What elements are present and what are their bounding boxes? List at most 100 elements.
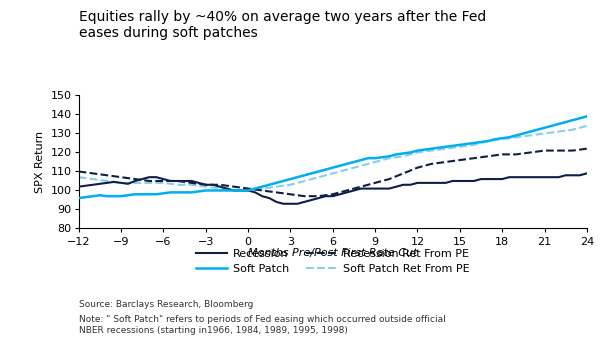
Soft Patch Ret From PE xyxy=(258,187,266,191)
Recession xyxy=(244,189,252,193)
Text: Months Pre/Post First Rate Cut: Months Pre/Post First Rate Cut xyxy=(248,248,417,258)
Recession Ret From PE xyxy=(287,192,294,196)
Soft Patch xyxy=(329,166,336,170)
Soft Patch Ret From PE xyxy=(358,164,365,168)
Recession Ret From PE xyxy=(385,177,393,181)
Line: Recession Ret From PE: Recession Ret From PE xyxy=(79,149,587,196)
Line: Soft Patch: Soft Patch xyxy=(79,116,587,198)
Soft Patch Ret From PE xyxy=(160,181,167,185)
Recession Ret From PE xyxy=(512,152,520,157)
Recession Ret From PE xyxy=(75,169,82,174)
Soft Patch Ret From PE xyxy=(202,184,209,189)
Soft Patch Ret From PE xyxy=(216,187,223,191)
Recession Ret From PE xyxy=(456,158,463,162)
Soft Patch Ret From PE xyxy=(188,183,195,187)
Recession xyxy=(75,184,82,189)
Soft Patch Ret From PE xyxy=(527,133,534,137)
Recession Ret From PE xyxy=(131,177,139,181)
Recession Ret From PE xyxy=(343,189,350,193)
Recession Ret From PE xyxy=(428,162,435,166)
Recession Ret From PE xyxy=(485,154,492,158)
Recession Ret From PE xyxy=(358,184,365,189)
Soft Patch Ret From PE xyxy=(244,189,252,193)
Soft Patch Ret From PE xyxy=(103,179,111,183)
Soft Patch xyxy=(583,114,590,118)
Soft Patch Ret From PE xyxy=(400,154,407,158)
Soft Patch Ret From PE xyxy=(512,135,520,139)
Recession Ret From PE xyxy=(583,147,590,151)
Soft Patch Ret From PE xyxy=(428,149,435,153)
Soft Patch Ret From PE xyxy=(583,124,590,128)
Soft Patch xyxy=(512,133,520,137)
Soft Patch Ret From PE xyxy=(485,139,492,143)
Text: Source: Barclays Research, Bloomberg: Source: Barclays Research, Bloomberg xyxy=(79,300,253,309)
Recession Ret From PE xyxy=(231,184,238,189)
Soft Patch Ret From PE xyxy=(456,145,463,149)
Soft Patch Ret From PE xyxy=(470,143,477,147)
Soft Patch Ret From PE xyxy=(117,181,125,185)
Recession Ret From PE xyxy=(117,175,125,179)
Soft Patch Ret From PE xyxy=(231,189,238,193)
Soft Patch Ret From PE xyxy=(146,181,153,185)
Soft Patch xyxy=(75,196,82,200)
Recession Ret From PE xyxy=(527,150,534,154)
Recession Ret From PE xyxy=(174,179,181,183)
Recession Ret From PE xyxy=(555,149,562,153)
Soft Patch xyxy=(534,128,541,132)
Recession Ret From PE xyxy=(569,149,577,153)
Soft Patch Ret From PE xyxy=(75,175,82,179)
Recession Ret From PE xyxy=(103,173,111,177)
Recession Ret From PE xyxy=(273,190,280,194)
Recession Ret From PE xyxy=(470,156,477,160)
Recession Ret From PE xyxy=(400,171,407,175)
Soft Patch Ret From PE xyxy=(329,171,336,175)
Recession xyxy=(506,175,513,179)
Soft Patch Ret From PE xyxy=(555,130,562,134)
Text: Note: " Soft Patch" refers to periods of Fed easing which occurred outside offic: Note: " Soft Patch" refers to periods of… xyxy=(79,315,445,335)
Soft Patch Ret From PE xyxy=(385,156,393,160)
Soft Patch xyxy=(499,136,506,140)
Line: Recession: Recession xyxy=(79,173,587,204)
Text: Equities rally by ~40% on average two years after the Fed
eases during soft patc: Equities rally by ~40% on average two ye… xyxy=(79,10,486,41)
Recession Ret From PE xyxy=(216,183,223,187)
Recession Ret From PE xyxy=(301,194,308,198)
Recession Ret From PE xyxy=(414,166,421,170)
Soft Patch Ret From PE xyxy=(273,184,280,189)
Soft Patch Ret From PE xyxy=(442,147,450,151)
Recession Ret From PE xyxy=(258,189,266,193)
Soft Patch Ret From PE xyxy=(414,150,421,154)
Recession xyxy=(520,175,527,179)
Recession Ret From PE xyxy=(244,187,252,191)
Soft Patch Ret From PE xyxy=(174,183,181,187)
Recession Ret From PE xyxy=(188,181,195,185)
Recession Ret From PE xyxy=(315,194,322,198)
Soft Patch xyxy=(188,190,195,194)
Legend: Recession, Soft Patch, Recession Ret From PE, Soft Patch Ret From PE: Recession, Soft Patch, Recession Ret Fro… xyxy=(192,244,474,279)
Soft Patch xyxy=(244,189,252,193)
Recession xyxy=(541,175,548,179)
Soft Patch Ret From PE xyxy=(89,177,96,181)
Soft Patch Ret From PE xyxy=(371,160,379,164)
Y-axis label: SPX Return: SPX Return xyxy=(35,131,45,193)
Recession Ret From PE xyxy=(202,183,209,187)
Soft Patch Ret From PE xyxy=(287,183,294,187)
Recession Ret From PE xyxy=(499,152,506,157)
Recession Ret From PE xyxy=(442,160,450,164)
Line: Soft Patch Ret From PE: Soft Patch Ret From PE xyxy=(79,126,587,191)
Recession Ret From PE xyxy=(89,171,96,175)
Recession Ret From PE xyxy=(371,181,379,185)
Recession Ret From PE xyxy=(160,179,167,183)
Soft Patch Ret From PE xyxy=(499,137,506,141)
Recession Ret From PE xyxy=(541,149,548,153)
Soft Patch Ret From PE xyxy=(343,167,350,172)
Recession xyxy=(336,192,344,196)
Soft Patch Ret From PE xyxy=(301,179,308,183)
Recession xyxy=(280,202,287,206)
Recession Ret From PE xyxy=(329,192,336,196)
Soft Patch Ret From PE xyxy=(131,181,139,185)
Soft Patch Ret From PE xyxy=(315,175,322,179)
Recession Ret From PE xyxy=(146,179,153,183)
Recession xyxy=(583,171,590,175)
Soft Patch Ret From PE xyxy=(569,128,577,132)
Recession xyxy=(188,179,195,183)
